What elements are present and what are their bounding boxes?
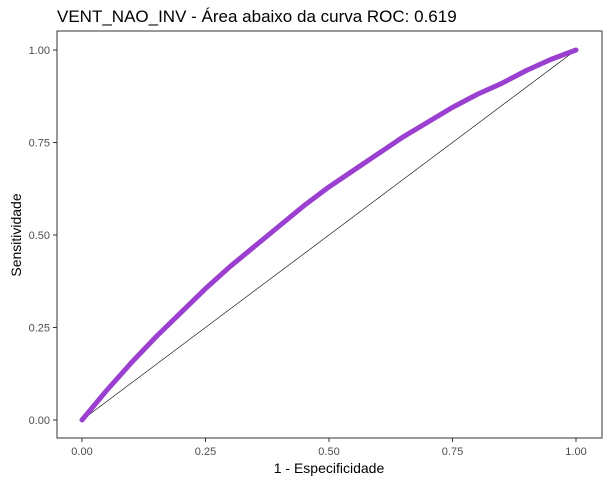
y-tick-label: 1.00: [29, 45, 50, 57]
y-tick-label: 0.50: [29, 230, 50, 242]
x-axis-title: 1 - Especificidade: [274, 460, 385, 476]
series-layer: [79, 47, 579, 423]
y-axis: 0.00 0.25 0.50 0.75 1.00: [29, 45, 57, 427]
roc-curve-line: [79, 47, 579, 423]
y-tick-label: 0.25: [29, 323, 50, 335]
x-tick-label: 1.00: [565, 446, 586, 458]
x-axis: 0.00 0.25 0.50 0.75 1.00: [71, 438, 587, 458]
y-tick-label: 0.00: [29, 415, 50, 427]
y-axis-title: Sensitividade: [8, 193, 24, 276]
x-tick-label: 0.00: [71, 446, 92, 458]
chart-title: VENT_NAO_INV - Área abaixo da curva ROC:…: [57, 7, 457, 26]
y-tick-label: 0.75: [29, 138, 50, 150]
x-tick-label: 0.50: [318, 446, 339, 458]
reference-diagonal-line: [81, 49, 577, 421]
x-tick-label: 0.25: [195, 446, 216, 458]
x-tick-label: 0.75: [442, 446, 463, 458]
